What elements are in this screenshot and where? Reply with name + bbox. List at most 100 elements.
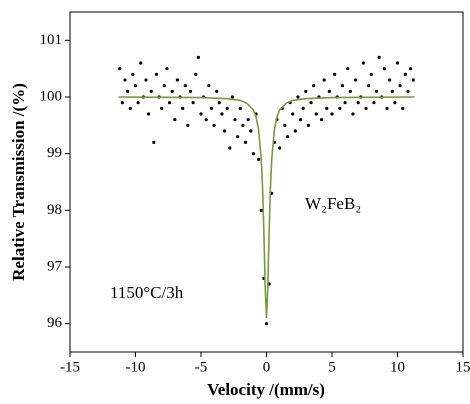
data-point [131,72,135,76]
data-point [147,112,151,116]
data-point [243,140,248,144]
data-point [382,67,386,71]
data-point [319,118,324,122]
data-point [377,55,381,59]
data-point [291,112,295,116]
x-tick-label: -5 [195,359,208,375]
x-tick-label: -15 [60,359,80,375]
y-tick-label: 99 [47,145,62,161]
data-point [304,89,308,93]
data-point [175,78,180,82]
data-point [411,78,415,82]
y-tick-label: 96 [47,315,63,331]
x-tick-label: 10 [390,359,405,375]
data-point [301,106,305,110]
y-tick-label: 98 [47,202,62,218]
data-point [215,89,219,93]
data-point [353,78,358,82]
data-point [393,101,397,105]
data-point [251,152,255,156]
data-point [220,112,224,116]
data-point [209,106,214,110]
x-tick-label: 5 [328,359,336,375]
data-point [346,67,350,71]
data-point [217,101,221,105]
data-point [409,67,413,71]
data-point [191,101,195,105]
data-point [170,89,174,93]
data-point [361,61,366,65]
data-point [128,106,132,110]
data-point [351,112,355,116]
y-tick-label: 97 [47,258,63,274]
data-point [306,123,311,127]
y-tick-label: 101 [40,32,63,48]
data-point [238,106,242,110]
y-tick-label: 100 [40,88,63,104]
data-point [162,84,166,88]
data-point [152,140,156,144]
data-point [406,89,410,93]
data-point [401,106,405,110]
data-point [149,89,153,93]
data-point [338,106,342,110]
data-point [246,118,250,122]
data-point [118,67,122,71]
data-point [348,89,352,93]
data-point [199,112,203,116]
x-tick-label: 0 [263,359,271,375]
data-point [327,89,331,93]
data-point [139,61,143,65]
data-point [312,84,316,88]
data-point [333,72,337,76]
data-point [165,67,169,71]
data-point [314,112,318,116]
data-point [167,101,172,105]
data-point [398,84,402,88]
data-point [388,78,392,82]
data-point [144,78,148,82]
data-point [222,129,227,133]
data-point [259,208,263,212]
data-point [372,101,376,105]
data-point [340,84,345,88]
data-point [126,89,130,93]
data-point [309,101,313,105]
x-axis-title: Velocity /(mm/s) [207,380,325,399]
data-point [330,112,334,116]
data-point [188,89,193,93]
data-point [136,101,140,105]
data-point [322,78,326,82]
data-point [120,101,124,105]
data-point [225,106,229,110]
data-point [212,123,216,127]
y-axis-title: Relative Transmission /(%) [9,83,28,281]
annotation: 1150°C/3h [110,283,184,302]
fit-line [118,96,415,319]
data-point [249,129,253,133]
data-point [283,123,287,127]
data-point [230,95,235,99]
data-point [123,78,127,82]
data-point [154,72,159,76]
data-point [367,84,371,88]
data-point [364,106,368,110]
data-point [278,146,282,150]
data-point [369,72,373,76]
data-point [228,146,232,150]
data-point [207,84,211,88]
data-point [160,106,164,110]
data-point [385,106,389,110]
data-point [194,72,198,76]
data-point [390,89,394,93]
data-point [343,101,347,105]
data-point [236,135,240,139]
x-tick-label: -10 [126,359,146,375]
data-point [296,95,300,99]
data-point [204,118,208,122]
data-point [183,84,187,88]
data-point [264,322,269,326]
data-point [403,72,407,76]
data-point [298,118,303,122]
